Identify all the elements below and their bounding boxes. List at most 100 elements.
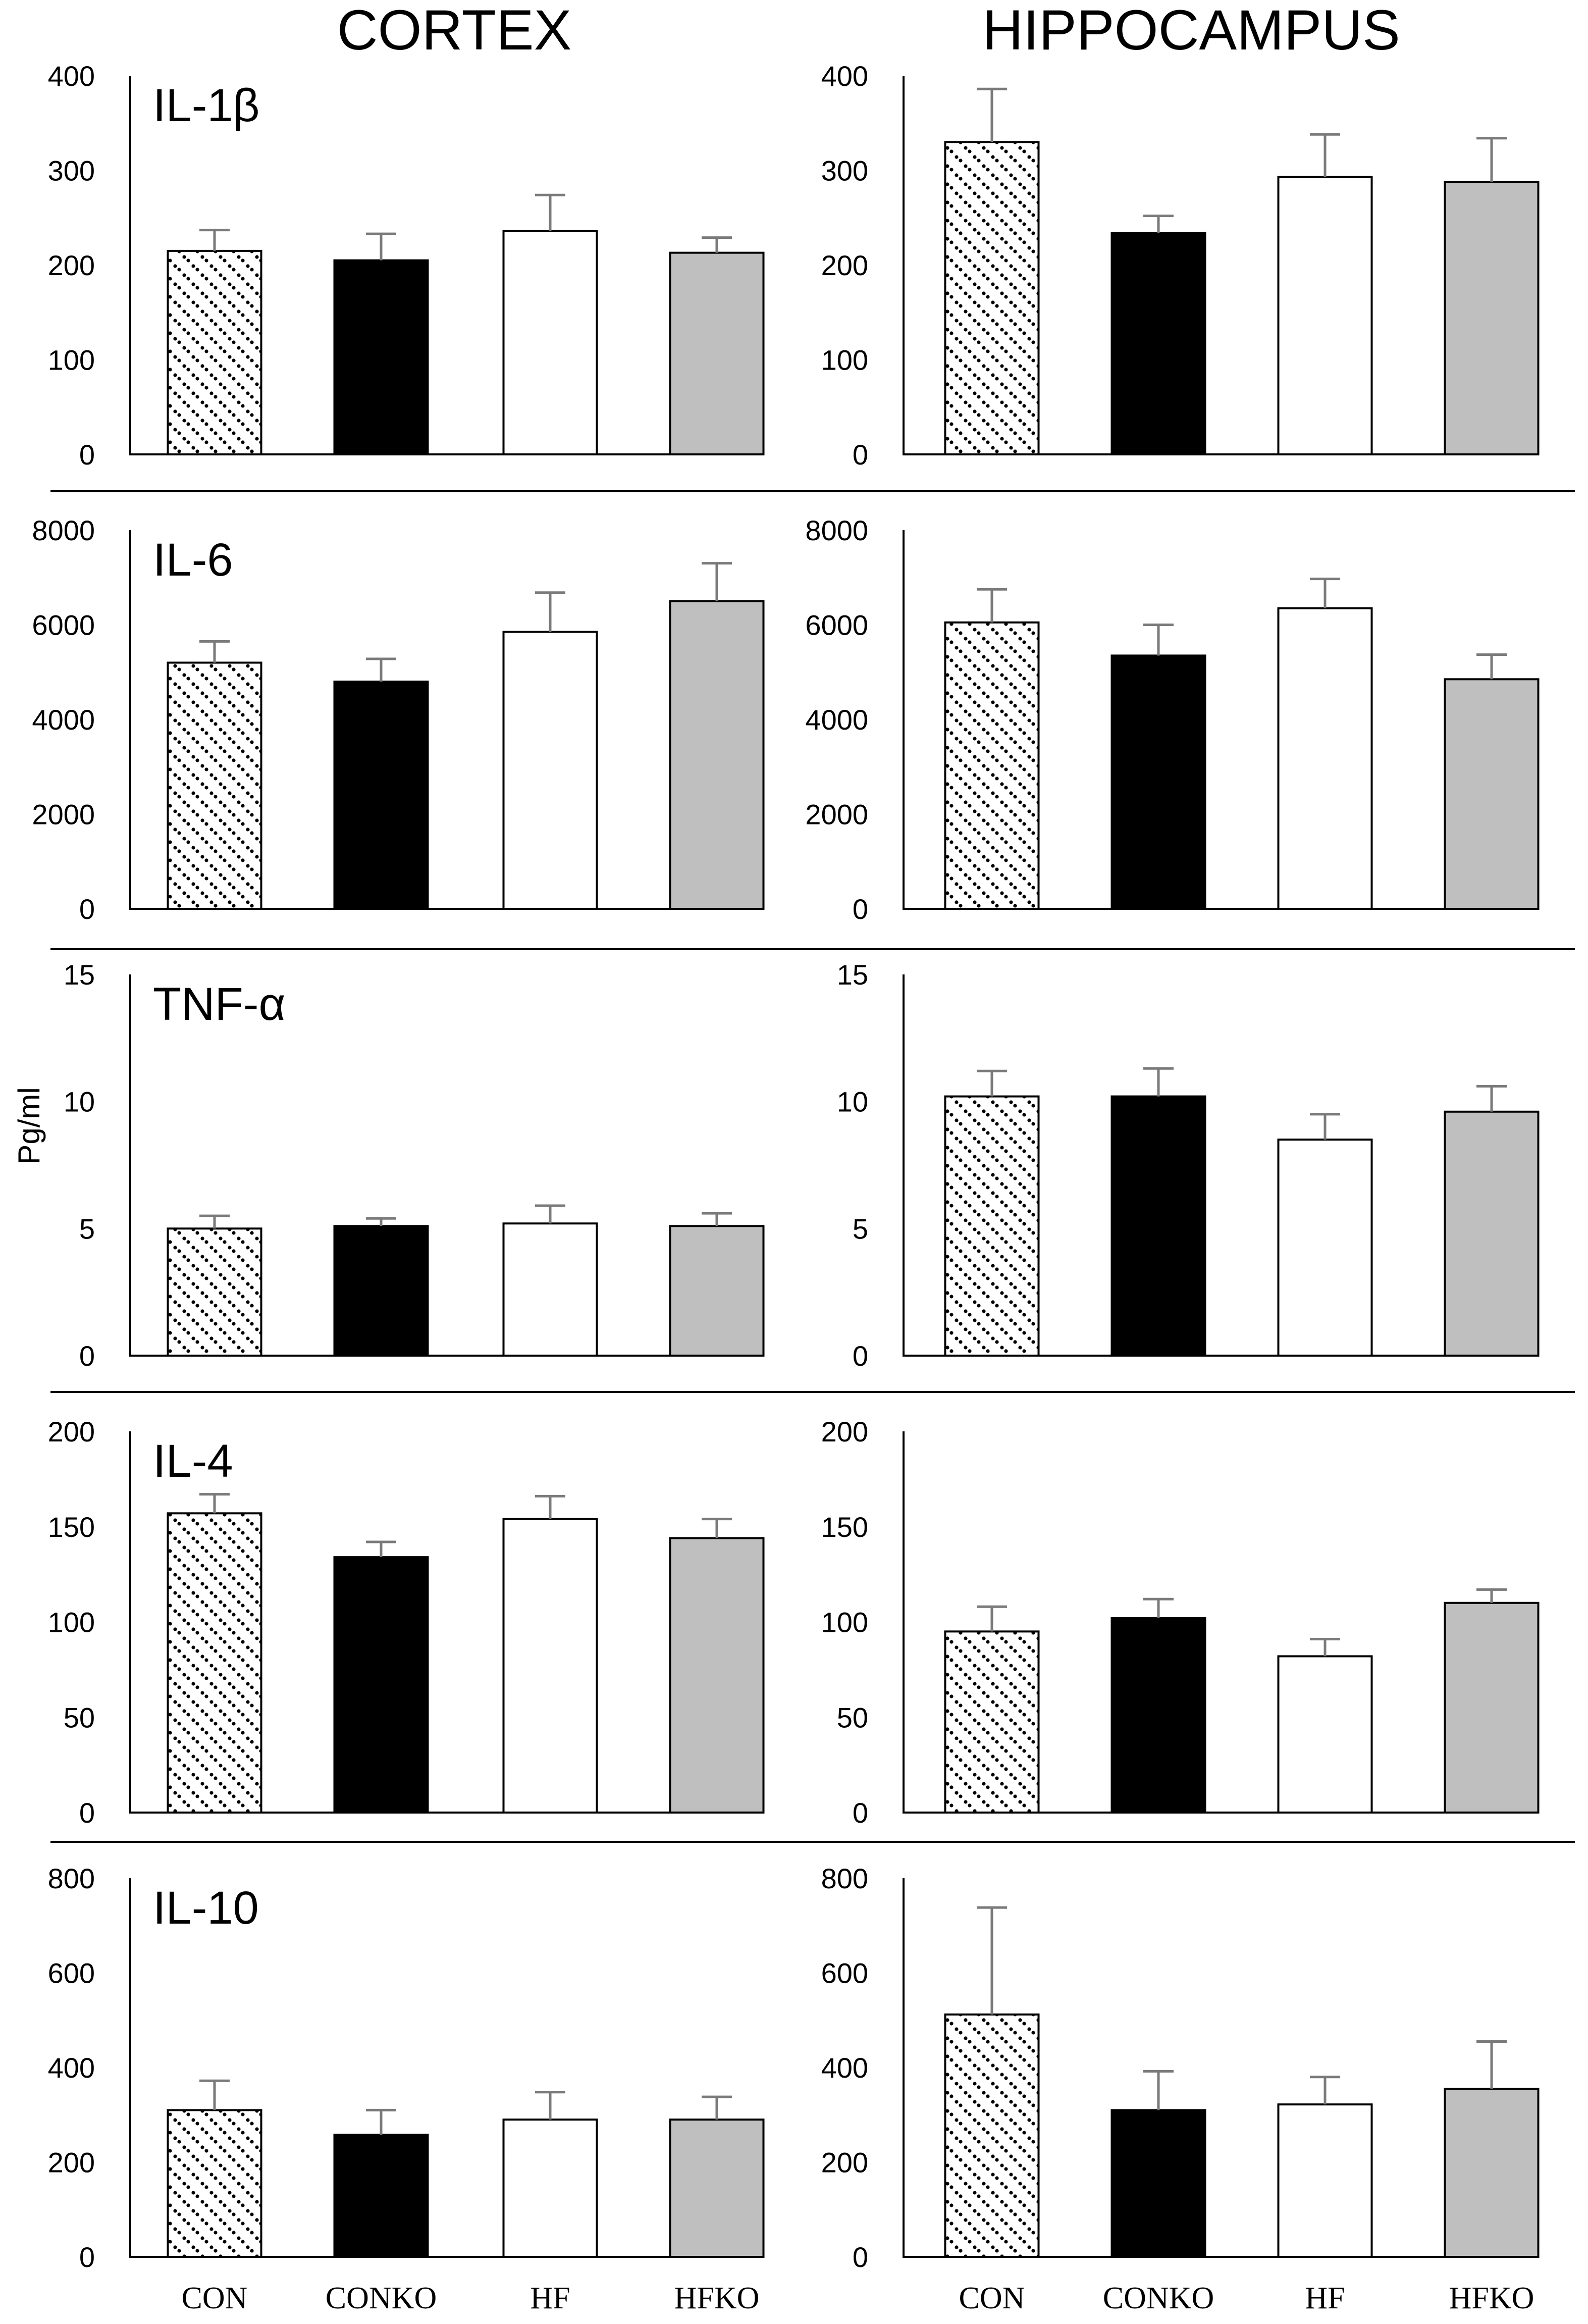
bar-hfko	[1444, 1110, 1540, 1357]
bar-conko	[333, 259, 429, 455]
category-label-hfko: HFKO	[674, 2281, 760, 2315]
error-bar-hfko	[1476, 137, 1507, 182]
y-tick-label: 200	[48, 2147, 95, 2179]
error-bar-con	[199, 229, 230, 251]
y-tick-label: 8000	[805, 514, 868, 546]
y-tick-label: 100	[48, 1607, 95, 1638]
y-tick-label: 0	[853, 439, 868, 471]
error-bar-hf	[535, 591, 565, 632]
y-tick-label: 600	[821, 1957, 868, 1989]
category-label-con: CON	[182, 2281, 248, 2315]
category-label-hf: HF	[1305, 2281, 1345, 2315]
error-bar-hf	[1310, 578, 1340, 608]
y-tick-label: 150	[48, 1511, 95, 1543]
category-label-hf: HF	[530, 2281, 570, 2315]
bar-conko	[1110, 1095, 1206, 1357]
error-bar-hfko	[1476, 1588, 1507, 1603]
panel-3-hippocampus: 0 50 100 150 200	[821, 1416, 1540, 1829]
bar-hfko	[669, 251, 765, 455]
bar-hfko	[669, 600, 765, 910]
bar-hf	[1277, 2103, 1373, 2258]
panel-title: TNF-α	[153, 978, 286, 1030]
bar-conko	[333, 1225, 429, 1357]
bar-hfko	[1444, 678, 1540, 910]
y-tick-label: 0	[79, 1797, 95, 1829]
error-bar-conko	[366, 1540, 396, 1558]
bar-hf	[1277, 176, 1373, 455]
error-bar-conko	[366, 232, 396, 261]
y-tick-label: 100	[821, 1607, 868, 1638]
panel-1-hippocampus: 0 2000 4000 6000 8000	[805, 514, 1540, 925]
error-bar-conko	[366, 657, 396, 682]
error-bar-con	[199, 1493, 230, 1514]
panel-title: IL-6	[153, 534, 233, 586]
y-tick-label: 400	[821, 60, 868, 92]
y-tick-label: 800	[821, 1863, 868, 1894]
y-tick-label: 6000	[805, 609, 868, 641]
bar-hf	[1277, 1139, 1373, 1357]
error-bar-con	[977, 1906, 1007, 2015]
chart-panels: 0100200300400IL-1β0100200300400020004000…	[32, 60, 1540, 2273]
bar-conko	[333, 1556, 429, 1814]
error-bar-con	[199, 2079, 230, 2110]
category-labels: CON CONKO HF HFKO CON CONKO HF HFKO	[182, 2281, 1534, 2315]
y-tick-label: 200	[821, 2147, 868, 2179]
error-bar-hfko	[702, 2095, 732, 2120]
y-tick-label: 5	[79, 1213, 95, 1245]
bar-con	[167, 1227, 262, 1357]
y-tick-label: 400	[48, 2052, 95, 2084]
y-tick-label: 200	[48, 1416, 95, 1448]
error-bar-conko	[1143, 2070, 1174, 2110]
y-tick-label: 10	[837, 1086, 868, 1118]
error-bar-conko	[366, 1217, 396, 1226]
bar-con	[944, 1630, 1040, 1814]
error-bar-hfko	[702, 1212, 732, 1226]
y-tick-label: 4000	[805, 704, 868, 736]
error-bar-con	[977, 87, 1007, 142]
y-tick-label: 0	[79, 2241, 95, 2273]
column-title-hippocampus: HIPPOCAMPUS	[982, 0, 1400, 62]
panel-2-cortex: 0 5 10 15 TNF-α	[64, 959, 765, 1372]
bar-hf	[502, 1222, 598, 1357]
y-tick-label: 100	[821, 344, 868, 376]
y-tick-label: 100	[48, 344, 95, 376]
bar-hfko	[669, 1225, 765, 1357]
y-tick-label: 300	[48, 155, 95, 187]
error-bar-hf	[1310, 1637, 1340, 1657]
bar-hf	[502, 1518, 598, 1814]
bar-con	[167, 1512, 262, 1814]
panel-title: IL-10	[153, 1882, 259, 1934]
panel-0-cortex: 0 100 200 300 400 IL-1β	[48, 60, 765, 471]
bar-conko	[333, 681, 429, 910]
y-tick-label: 6000	[32, 609, 95, 641]
y-tick-label: 0	[79, 439, 95, 471]
y-tick-label: 600	[48, 1957, 95, 1989]
panel-title: IL-4	[153, 1435, 233, 1487]
error-bar-hf	[1310, 2076, 1340, 2105]
bar-con	[167, 661, 262, 910]
y-tick-label: 4000	[32, 704, 95, 736]
error-bar-hfko	[702, 236, 732, 253]
panel-0-hippocampus: 0 100 200 300 400	[821, 60, 1540, 471]
bar-hf	[502, 2119, 598, 2258]
bar-hf	[502, 230, 598, 455]
y-tick-label: 10	[64, 1086, 95, 1118]
bar-hf	[1277, 1655, 1373, 1814]
bar-con	[167, 2109, 262, 2258]
y-tick-label: 0	[853, 1340, 868, 1372]
y-tick-label: 0	[79, 893, 95, 925]
error-bar-con	[977, 588, 1007, 623]
bar-conko	[333, 2134, 429, 2258]
category-label-hfko: HFKO	[1449, 2281, 1534, 2315]
error-bar-hf	[535, 1494, 565, 1519]
bar-hfko	[1444, 181, 1540, 455]
bar-hf	[1277, 607, 1373, 910]
bar-hfko	[669, 1537, 765, 1814]
y-tick-label: 0	[853, 2241, 868, 2273]
error-bar-con	[199, 1214, 230, 1229]
y-tick-label: 2000	[32, 799, 95, 831]
error-bar-hf	[1310, 1113, 1340, 1140]
bar-con	[944, 1095, 1040, 1357]
error-bar-hf	[535, 193, 565, 231]
y-tick-label: 200	[821, 249, 868, 281]
